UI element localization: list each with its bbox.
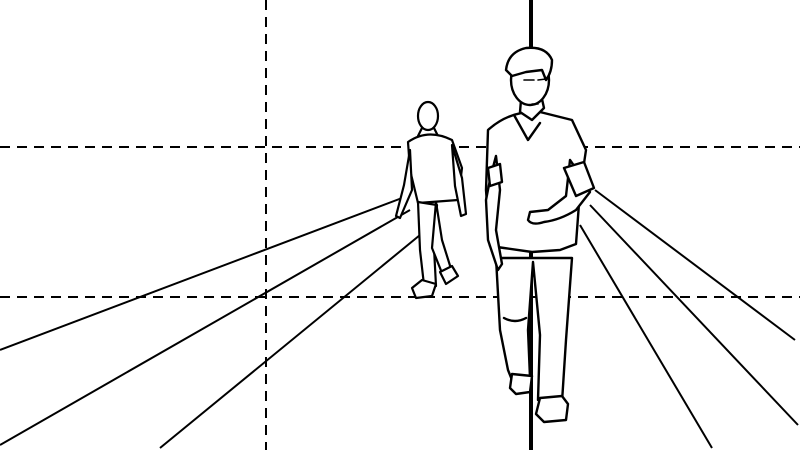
foreground-man	[484, 46, 596, 424]
right-ray-1	[594, 189, 796, 341]
left-ray-1	[0, 194, 411, 351]
left-ray-2	[0, 209, 411, 446]
walker-right-shoe	[438, 264, 460, 286]
man-right-shoe	[534, 394, 570, 424]
walker-left-arm	[394, 148, 414, 220]
left-ray-3	[159, 234, 421, 449]
walker-head	[416, 100, 440, 132]
man-legs	[494, 256, 574, 404]
man-knee-crease	[502, 316, 528, 323]
right-ray-2	[589, 204, 799, 426]
walker-right-arm	[450, 143, 468, 218]
man-hair	[504, 46, 554, 82]
man-right-cuff	[486, 162, 504, 188]
right-ray-3	[579, 224, 713, 449]
man-left-cuff	[562, 160, 596, 198]
man-left-shoe	[508, 372, 534, 396]
man-eyes	[523, 78, 547, 81]
walker-torso	[406, 133, 464, 205]
perspective-rays	[0, 189, 799, 449]
man-collar	[512, 113, 542, 142]
background-walker	[394, 100, 468, 300]
walker-left-shoe	[410, 278, 438, 300]
